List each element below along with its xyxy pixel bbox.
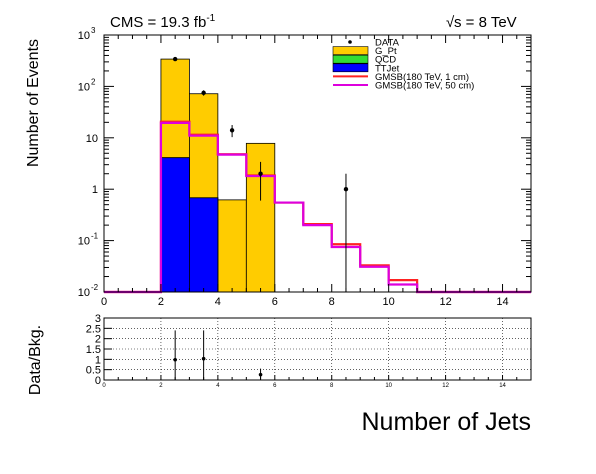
main-y-tick-label: 10 bbox=[86, 133, 98, 145]
lumi-exponent: -1 bbox=[206, 13, 215, 24]
main-x-tick-label: 2 bbox=[158, 296, 164, 308]
main-y-tick-label: 10 bbox=[78, 236, 90, 248]
legend-label-5: GMSB(180 TeV, 50 cm) bbox=[375, 81, 474, 92]
main-x-tick-label: 4 bbox=[215, 296, 221, 308]
legend-label-1: G_Pt bbox=[375, 46, 397, 57]
lumi-prefix: CMS = 19.3 fb bbox=[110, 14, 206, 31]
energy-label: s = 8 TeV bbox=[454, 14, 517, 31]
main-x-tick-label: 0 bbox=[101, 296, 107, 308]
ratio-y-tick-label: 2.5 bbox=[86, 323, 101, 335]
legend-label-4: GMSB(180 TeV, 1 cm) bbox=[375, 72, 469, 83]
main-y-tick-exponent: -1 bbox=[91, 232, 99, 241]
ratio-y-ticks: 00.511.522.53 bbox=[86, 313, 112, 387]
ratio-point-0 bbox=[173, 357, 177, 362]
ratio-x-tick-label: 6 bbox=[273, 383, 277, 389]
ratio-x-tick-label: 0 bbox=[102, 383, 106, 389]
main-y-tick-label: 10 bbox=[78, 287, 90, 299]
main-x-tick-label: 14 bbox=[496, 296, 508, 308]
ratio-plot: 0 2 4 6 8 10 12 14 00.511.522.53 bbox=[86, 313, 532, 389]
main-y-tick-label: 1 bbox=[92, 184, 98, 196]
ratio-y-tick-label: 1.5 bbox=[86, 344, 101, 356]
ratio-y-tick-label: 0 bbox=[95, 375, 101, 387]
main-x-ticks: 0 2 4 6 8 10 12 14 bbox=[101, 35, 532, 308]
ratio-y-tick-label: 1 bbox=[95, 354, 101, 366]
data-point-3 bbox=[258, 171, 263, 176]
main-y-tick-label: 10 bbox=[78, 81, 90, 93]
legend-swatch-2 bbox=[332, 54, 369, 64]
sqrt-symbol: √ bbox=[446, 14, 455, 31]
data-layer bbox=[172, 56, 349, 292]
ratio-x-tick-label: 10 bbox=[385, 383, 392, 389]
data-point-4 bbox=[343, 187, 349, 192]
main-x-tick-label: 12 bbox=[439, 296, 451, 308]
legend-label-2: QCD bbox=[375, 55, 396, 66]
main-y-tick-exponent: -2 bbox=[91, 283, 99, 292]
ratio-x-tick-label: 12 bbox=[442, 383, 449, 389]
main-y-tick-label: 10 bbox=[78, 30, 90, 42]
ratio-y-tick-label: 3 bbox=[95, 313, 101, 325]
stack-bar-ttjet-2 bbox=[160, 157, 190, 293]
lumi-label: CMS = 19.3 fb-1 bbox=[110, 13, 216, 31]
main-y-axis-title: Number of Events bbox=[25, 39, 42, 167]
legend-label-3: TTJet bbox=[375, 63, 400, 74]
ratio-x-tick-label: 8 bbox=[330, 383, 334, 389]
x-axis-title: Number of Jets bbox=[361, 408, 531, 436]
data-point-0 bbox=[172, 56, 178, 62]
ratio-x-tick-label: 14 bbox=[499, 383, 506, 389]
legend-swatch-3 bbox=[332, 63, 369, 73]
main-x-tick-label: 10 bbox=[383, 296, 395, 308]
main-y-tick-exponent: 3 bbox=[91, 26, 96, 35]
main-y-tick-exponent: 2 bbox=[91, 77, 96, 86]
data-point-2 bbox=[229, 128, 235, 133]
stack-bar-ttjet-3 bbox=[188, 197, 219, 293]
ratio-y-axis-title: Data/Bkg. bbox=[27, 325, 44, 395]
ratio-points bbox=[173, 330, 263, 380]
data-point-1 bbox=[201, 90, 206, 96]
legend-swatch-1 bbox=[332, 46, 369, 55]
legend-marker-data bbox=[348, 40, 352, 44]
ratio-y-tick-label: 2 bbox=[95, 334, 101, 346]
ratio-x-tick-label: 4 bbox=[216, 383, 220, 389]
ratio-x-tick-label: 2 bbox=[159, 383, 163, 389]
ratio-point-2 bbox=[258, 372, 263, 377]
main-x-tick-label: 6 bbox=[272, 296, 278, 308]
ratio-y-tick-label: 0.5 bbox=[86, 365, 101, 377]
main-x-tick-label: 8 bbox=[329, 296, 335, 308]
ratio-point-1 bbox=[201, 356, 206, 361]
legend-label-0: DATA bbox=[375, 38, 400, 49]
ratio-x-ticks: 0 2 4 6 8 10 12 14 bbox=[102, 375, 532, 389]
stack-bar-g-pt-4 bbox=[217, 199, 247, 293]
